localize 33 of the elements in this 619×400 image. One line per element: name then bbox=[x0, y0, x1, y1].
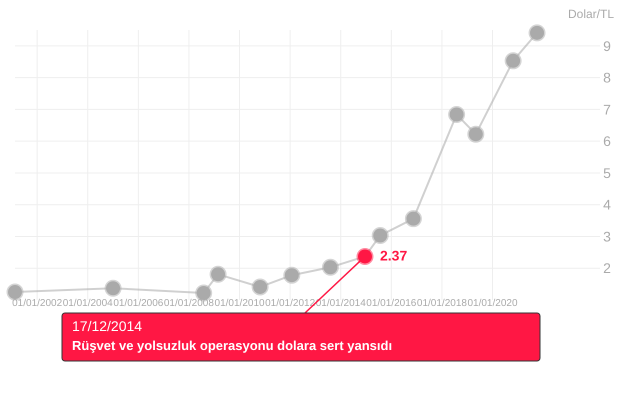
point bbox=[504, 52, 522, 70]
y-tick-label: 4 bbox=[603, 196, 612, 213]
x-tick-label: 01/01/2008 bbox=[164, 298, 214, 309]
x-tick-label: 01/01/2010 bbox=[214, 298, 266, 309]
x-tick-label: 01/01/2014 bbox=[316, 298, 366, 309]
x-tick-label: 01/01/2012 bbox=[265, 298, 316, 309]
y-tick-label: 8 bbox=[603, 70, 612, 86]
x-tick-label: 01/01/2018 bbox=[416, 298, 468, 309]
y-tick-label: 6 bbox=[603, 133, 612, 150]
point bbox=[322, 258, 339, 276]
x-tick-label: 01/01/2002 bbox=[12, 298, 63, 309]
x-tick-label: 01/01/2020 bbox=[467, 298, 518, 309]
y-tick-label: 9 bbox=[603, 38, 612, 54]
x-tick-label: 01/01/2004 bbox=[62, 298, 114, 309]
point bbox=[252, 278, 269, 296]
point bbox=[210, 266, 227, 283]
point bbox=[448, 106, 466, 123]
x-tick-label: 01/01/2006 bbox=[113, 298, 164, 309]
point bbox=[356, 248, 374, 265]
point bbox=[528, 24, 546, 42]
y-tick-label: 2 bbox=[603, 260, 612, 276]
point bbox=[104, 280, 122, 297]
y-tick-label: 3 bbox=[603, 228, 612, 244]
y-axis-title: Dolar/TL bbox=[568, 7, 614, 21]
point bbox=[372, 227, 389, 244]
annotation: 17/12/2014 Rüşvet ve yolsuzluk operasyonu dolara sert yansıdı bbox=[72, 318, 392, 353]
point bbox=[283, 266, 300, 284]
x-tick-label: 01/01/2016 bbox=[366, 298, 417, 309]
y-tick-label: 5 bbox=[603, 164, 612, 181]
data-label: 2.37 bbox=[380, 247, 408, 264]
point bbox=[404, 210, 422, 228]
point bbox=[467, 126, 484, 143]
y-tick-label: 7 bbox=[603, 101, 612, 118]
